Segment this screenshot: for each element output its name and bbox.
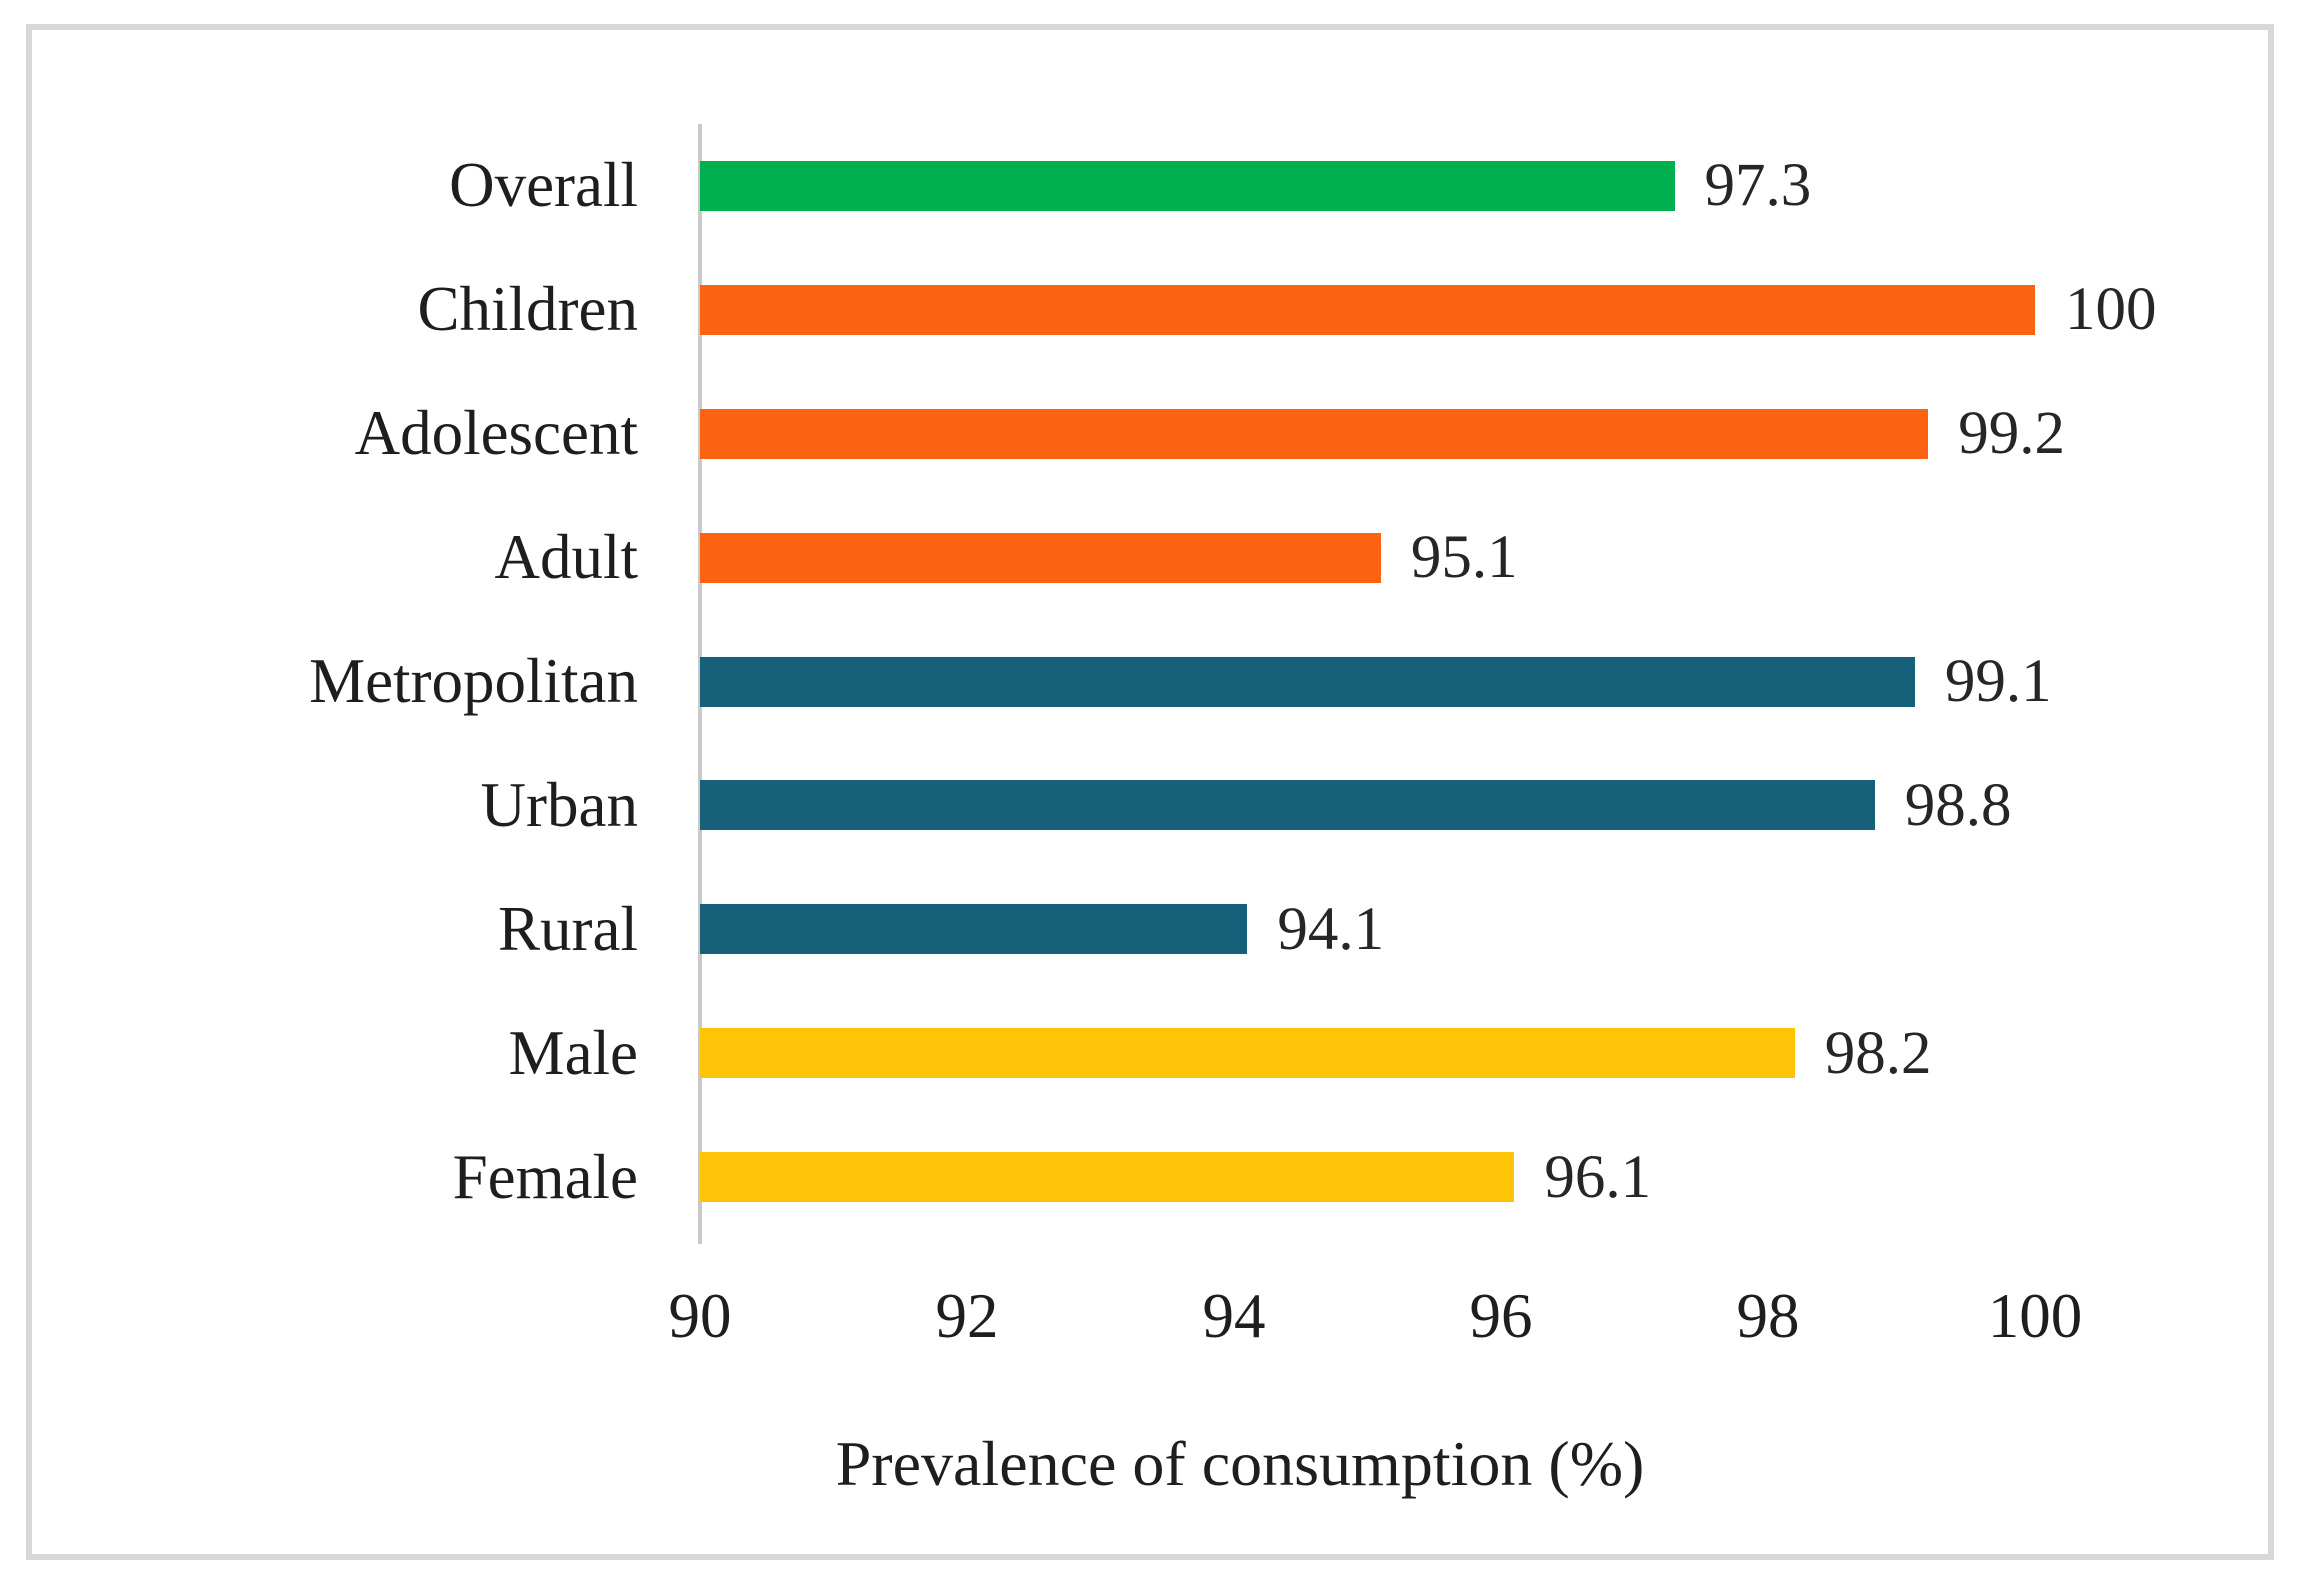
chart-row-urban: Urban 98.8 bbox=[30, 743, 2270, 867]
category-label-adolescent: Adolescent bbox=[354, 398, 638, 469]
bar-rural bbox=[700, 904, 1248, 955]
x-tick-label-90: 90 bbox=[668, 1281, 732, 1351]
category-label-urban: Urban bbox=[480, 769, 638, 840]
chart-row-rural: Rural 94.1 bbox=[30, 867, 2270, 991]
x-tick-label-98: 98 bbox=[1736, 1281, 1800, 1351]
x-axis-title: Prevalence of consumption (%) bbox=[835, 1428, 1645, 1499]
category-label-metropolitan: Metropolitan bbox=[309, 646, 638, 716]
x-tick-label-100: 100 bbox=[1987, 1281, 2083, 1351]
bar-chart: Overall 97.3 Children 100 Adolescent 99.2 Adul… bbox=[30, 124, 2270, 1239]
chart-row-overall: Overall 97.3 bbox=[30, 124, 2270, 248]
bar-track: 98.8 bbox=[700, 743, 2035, 867]
bar-urban bbox=[700, 780, 1875, 831]
bar-overall bbox=[700, 160, 1675, 211]
value-label-female: 96.1 bbox=[1544, 1143, 1652, 1211]
x-tick-label-94: 94 bbox=[1202, 1281, 1266, 1351]
bar-children bbox=[700, 284, 2035, 335]
bar-male bbox=[700, 1028, 1795, 1079]
x-axis-ticks: 90 92 94 96 98 100 bbox=[669, 1281, 2083, 1365]
bar-track: 99.1 bbox=[700, 620, 2052, 744]
bar-track: 97.3 bbox=[700, 124, 2035, 248]
value-label-rural: 94.1 bbox=[1277, 895, 1385, 963]
value-label-adult: 95.1 bbox=[1410, 524, 1518, 592]
bar-track: 99.2 bbox=[700, 372, 2065, 496]
chart-row-children: Children 100 bbox=[30, 248, 2270, 372]
value-label-male: 98.2 bbox=[1824, 1019, 1932, 1087]
bar-track: 94.1 bbox=[700, 867, 2035, 991]
chart-row-female: Female 96.1 bbox=[30, 1115, 2270, 1239]
value-label-adolescent: 99.2 bbox=[1958, 400, 2065, 468]
bar-track: 96.1 bbox=[700, 1115, 2035, 1239]
bar-adolescent bbox=[700, 408, 1929, 459]
category-label-female: Female bbox=[452, 1141, 638, 1212]
bar-metropolitan bbox=[700, 656, 1915, 707]
category-label-adult: Adult bbox=[494, 522, 638, 593]
category-label-rural: Rural bbox=[498, 893, 638, 964]
value-label-urban: 98.8 bbox=[1904, 771, 2012, 839]
category-label-children: Children bbox=[417, 274, 638, 345]
value-label-overall: 97.3 bbox=[1704, 152, 1812, 220]
bar-track: 98.2 bbox=[700, 991, 2035, 1115]
chart-row-adult: Adult 95.1 bbox=[30, 496, 2270, 620]
bar-adult bbox=[700, 532, 1381, 583]
category-label-male: Male bbox=[508, 1017, 638, 1088]
value-label-metropolitan: 99.1 bbox=[1944, 648, 2052, 715]
x-tick-label-96: 96 bbox=[1469, 1281, 1533, 1351]
category-label-overall: Overall bbox=[449, 150, 638, 221]
chart-row-male: Male 98.2 bbox=[30, 991, 2270, 1115]
chart-row-metropolitan: Metropolitan 99.1 bbox=[30, 620, 2270, 744]
value-label-children: 100 bbox=[2065, 276, 2157, 344]
bar-female bbox=[700, 1152, 1515, 1203]
bar-track: 100 bbox=[700, 248, 2157, 372]
x-tick-label-92: 92 bbox=[935, 1281, 999, 1351]
bar-track: 95.1 bbox=[700, 496, 2035, 620]
chart-row-adolescent: Adolescent 99.2 bbox=[30, 372, 2270, 496]
